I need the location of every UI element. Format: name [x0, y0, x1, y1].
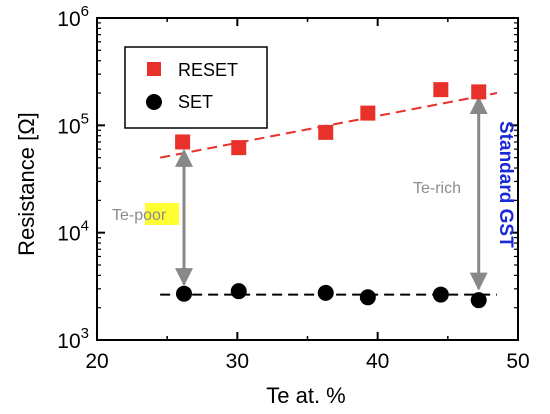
reset-point: [318, 124, 334, 140]
te-poor-label: Te-poor: [112, 207, 167, 224]
y-axis-title: Resistance [Ω]: [14, 112, 39, 256]
reset-point: [231, 140, 247, 156]
set-point: [470, 292, 487, 309]
legend-box: [124, 46, 268, 129]
set-point: [359, 289, 376, 306]
legend-set-label: SET: [178, 92, 213, 112]
x-tick-label: 30: [226, 350, 249, 373]
set-point: [176, 285, 193, 302]
reset-point: [471, 84, 487, 100]
axis-ticks: 20 30 40 50 103 104 105 106: [57, 3, 529, 373]
legend: RESET SET: [124, 46, 268, 129]
x-tick-label: 40: [366, 350, 389, 373]
annotation-arrows: [175, 96, 488, 291]
set-point: [432, 286, 449, 303]
reset-trend-line: [159, 92, 498, 159]
y-tick-label: 104: [57, 218, 89, 246]
x-axis-title: Te at. %: [266, 383, 345, 408]
legend-set-marker: [146, 94, 162, 110]
legend-reset-label: RESET: [178, 60, 238, 80]
reset-point: [433, 82, 449, 98]
y-tick-label: 106: [57, 3, 89, 31]
standard-gst-label: Standard GST: [495, 121, 516, 248]
legend-reset-marker: [147, 62, 161, 76]
x-tick-label: 20: [85, 350, 108, 373]
data-markers: [175, 82, 487, 309]
te-poor-highlight: [145, 203, 179, 225]
set-point: [317, 284, 334, 301]
x-tick-label: 50: [506, 350, 529, 373]
set-point: [230, 283, 247, 300]
reset-point: [175, 134, 191, 150]
y-tick-label: 103: [57, 325, 89, 353]
reset-point: [360, 105, 376, 121]
y-tick-label: 105: [57, 110, 89, 138]
te-rich-label: Te-rich: [413, 180, 461, 197]
